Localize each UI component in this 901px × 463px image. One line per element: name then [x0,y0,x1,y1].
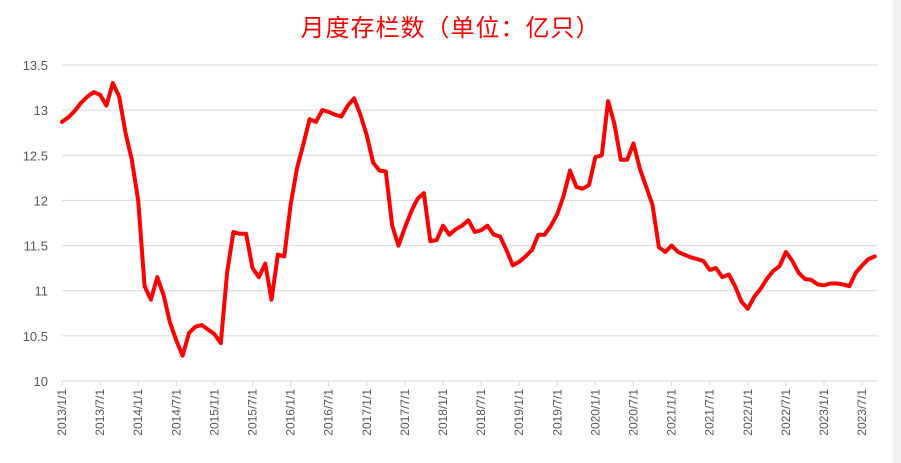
x-tick-label: 2019/1/1 [512,389,526,436]
x-tick-label: 2020/7/1 [627,389,641,436]
y-tick-label: 13 [34,103,48,118]
x-axis: 2013/1/1 2013/7/1 2014/1/1 2014/7/1 2015/1/1… [55,381,869,436]
x-tick-label: 2022/7/1 [779,389,793,436]
y-tick-label: 12 [34,193,48,208]
chart-title: 月度存栏数（单位：亿只） [300,14,601,42]
x-tick-label: 2015/1/1 [207,389,221,436]
x-tick-label: 2014/1/1 [131,389,145,436]
x-tick-label: 2017/1/1 [360,389,374,436]
y-tick-label: 10 [34,374,48,389]
x-tick-label: 2018/1/1 [436,389,450,436]
x-tick-label: 2016/1/1 [284,389,298,436]
scrollbar-edge [893,0,901,463]
x-tick-label: 2021/1/1 [665,389,679,436]
x-tick-label: 2014/7/1 [169,389,183,436]
x-tick-label: 2023/1/1 [817,389,831,436]
data-line [60,81,877,358]
x-tick-label: 2013/7/1 [93,389,107,436]
gridlines [62,64,878,382]
x-tick-label: 2023/7/1 [855,389,869,436]
x-tick-label: 2022/1/1 [741,389,755,436]
x-tick-label: 2017/7/1 [398,389,412,436]
x-tick-label: 2015/7/1 [246,389,260,436]
y-axis: 10 10.5 11 11.5 12 12.5 13 13.5 [23,58,48,389]
y-tick-label: 12.5 [23,148,48,163]
x-tick-label: 2016/7/1 [322,389,336,436]
x-tick-label: 2021/7/1 [703,389,717,436]
y-tick-label: 11 [35,284,49,299]
y-tick-label: 13.5 [23,58,48,73]
x-tick-label: 2020/1/1 [588,389,602,436]
x-tick-label: 2013/1/1 [55,389,69,436]
y-tick-label: 10.5 [23,329,48,344]
x-tick-label: 2018/7/1 [474,389,488,436]
y-tick-label: 11.5 [24,239,48,254]
x-tick-label: 2019/7/1 [550,389,564,436]
